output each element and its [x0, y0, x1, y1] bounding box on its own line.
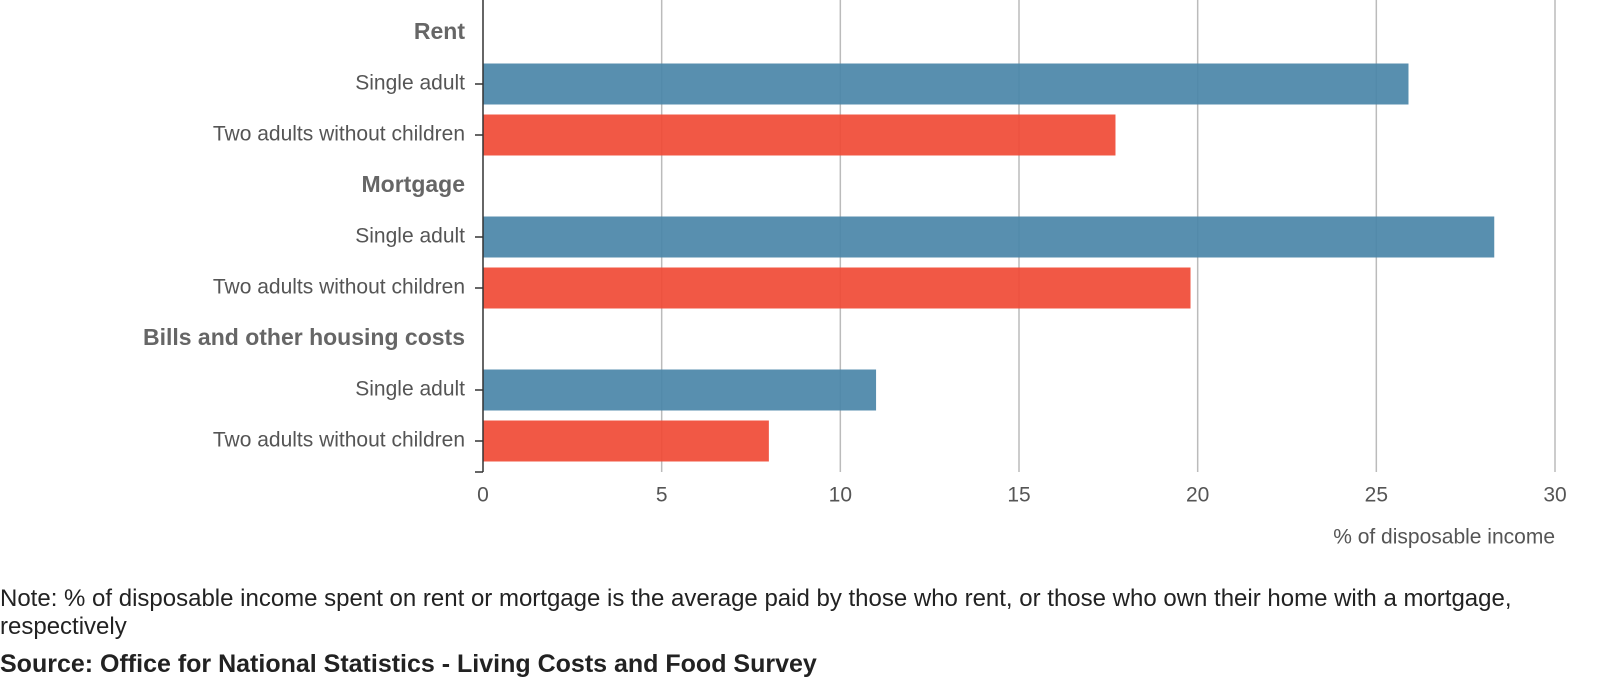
category-label: Two adults without children: [213, 276, 465, 299]
category-label: Two adults without children: [213, 123, 465, 146]
x-tick-label: 5: [656, 484, 668, 507]
x-axis-ticks: 0 5 10 15 20 25 30: [477, 484, 1567, 507]
bar-chart: Rent Single adult Two adults without child…: [143, 0, 1567, 549]
bar: [483, 267, 1191, 309]
x-tick-label: 20: [1186, 484, 1209, 507]
category-label: Two adults without children: [213, 429, 465, 452]
group-label: Rent: [414, 18, 465, 44]
chart-note: Note: % of disposable income spent on re…: [0, 585, 1512, 640]
x-tick-label: 25: [1365, 484, 1388, 507]
chart-svg: Rent Single adult Two adults without child…: [143, 0, 1567, 549]
group-label: Mortgage: [362, 171, 466, 197]
group-label: Bills and other housing costs: [143, 324, 465, 350]
bar: [483, 216, 1495, 258]
bar: [483, 420, 769, 462]
bar: [483, 63, 1409, 105]
x-tick-label: 0: [477, 484, 489, 507]
category-label: Single adult: [355, 225, 465, 248]
x-tick-label: 30: [1543, 484, 1566, 507]
bar: [483, 114, 1116, 156]
bar: [483, 369, 877, 411]
x-axis-title: % of disposable income: [1333, 526, 1555, 549]
category-label: Single adult: [355, 72, 465, 95]
x-tick-label: 10: [829, 484, 852, 507]
chart-source: Source: Office for National Statistics -…: [0, 650, 817, 678]
y-axis-ticks: [475, 83, 483, 442]
x-tick-label: 15: [1007, 484, 1030, 507]
bars: [483, 63, 1495, 462]
y-axis-labels: Rent Single adult Two adults without child…: [143, 18, 465, 451]
category-label: Single adult: [355, 378, 465, 401]
